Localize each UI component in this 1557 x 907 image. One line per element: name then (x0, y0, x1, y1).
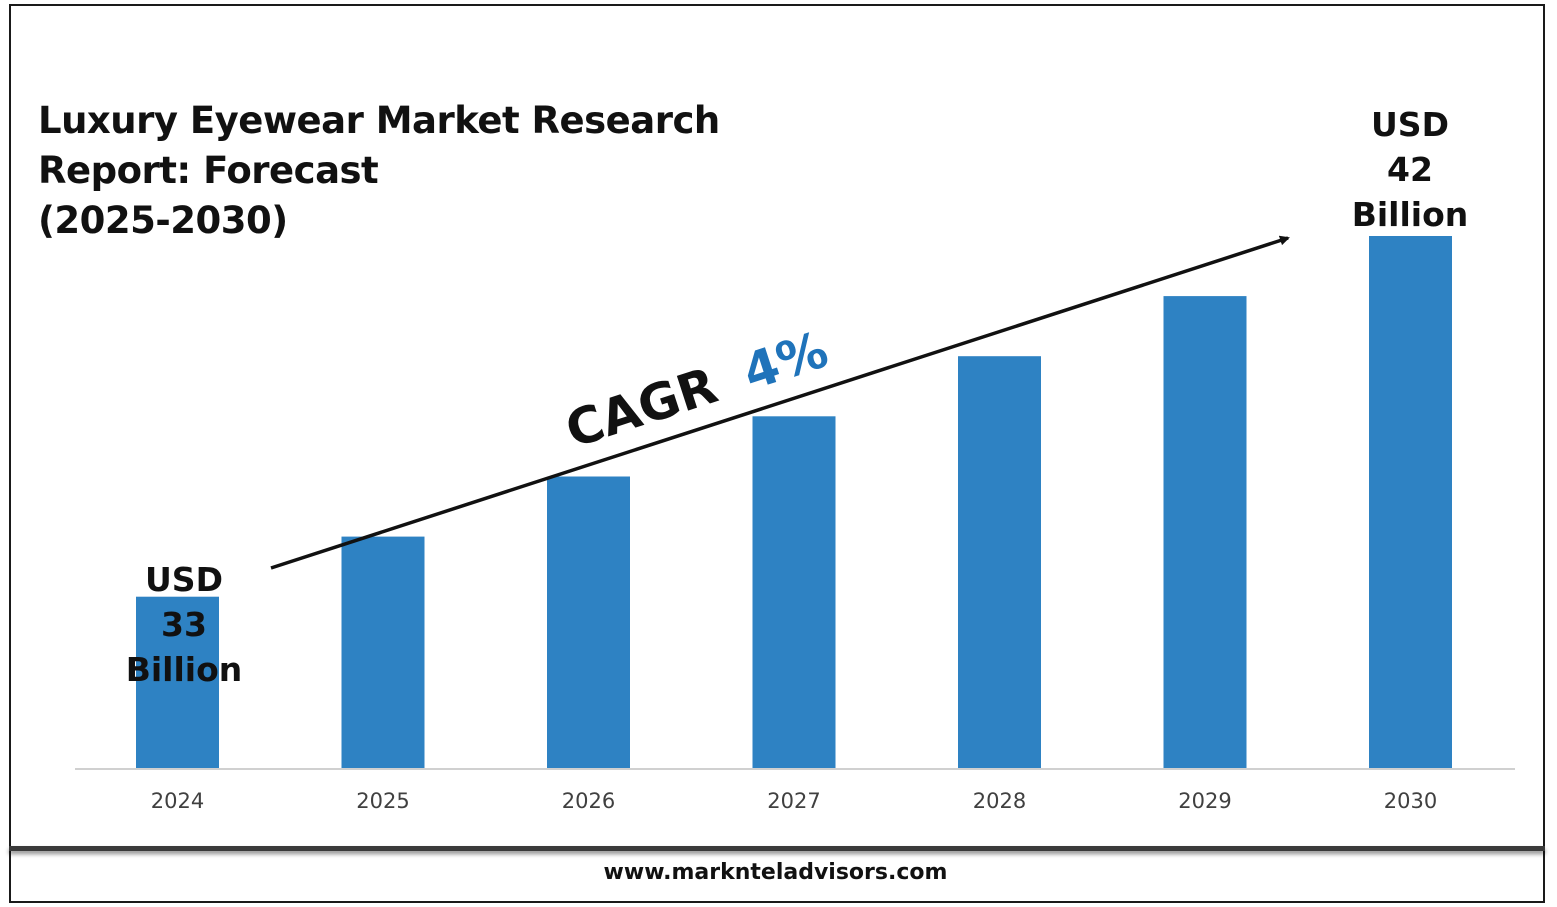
chart-title-line-2: Report: Forecast (38, 149, 379, 192)
x-tick-label-2025: 2025 (356, 789, 409, 813)
chart-title: Luxury Eyewear Market Research Report: F… (38, 96, 738, 246)
x-tick-label-2030: 2030 (1384, 789, 1437, 813)
bar-2025 (341, 536, 425, 769)
bar-2029 (1163, 296, 1247, 769)
chart-title-line-1: Luxury Eyewear Market Research (38, 99, 720, 142)
bar-2028 (958, 356, 1041, 769)
start-value-currency: USD (145, 560, 223, 599)
end-value-number: 42 (1387, 150, 1433, 189)
x-tick-label-2024: 2024 (151, 789, 204, 813)
bars (136, 236, 1452, 769)
x-tick-label-2029: 2029 (1178, 789, 1231, 813)
end-value-label: USD 42 Billion (1352, 105, 1469, 234)
x-tick-labels: 2024 2025 2026 2027 2028 2029 2030 (151, 789, 1437, 813)
end-value-unit: Billion (1352, 195, 1469, 234)
bar-2027 (752, 416, 836, 769)
start-value-number: 33 (161, 605, 207, 644)
x-tick-label-2027: 2027 (767, 789, 820, 813)
chart-title-line-3: (2025-2030) (38, 199, 288, 242)
cagr-label-text: CAGR (559, 356, 724, 459)
start-value-unit: Billion (126, 650, 243, 689)
x-tick-label-2028: 2028 (973, 789, 1026, 813)
bar-2024 (136, 596, 219, 769)
x-tick-label-2026: 2026 (562, 789, 615, 813)
growth-arrow (270, 235, 1290, 570)
bar-2030 (1369, 236, 1452, 769)
footer-divider (9, 846, 1545, 851)
end-value-currency: USD (1371, 105, 1449, 144)
bar-2026 (547, 476, 630, 769)
start-value-label: USD 33 Billion (126, 560, 243, 689)
footer-website-url: www.marknteladvisors.com (603, 860, 948, 885)
